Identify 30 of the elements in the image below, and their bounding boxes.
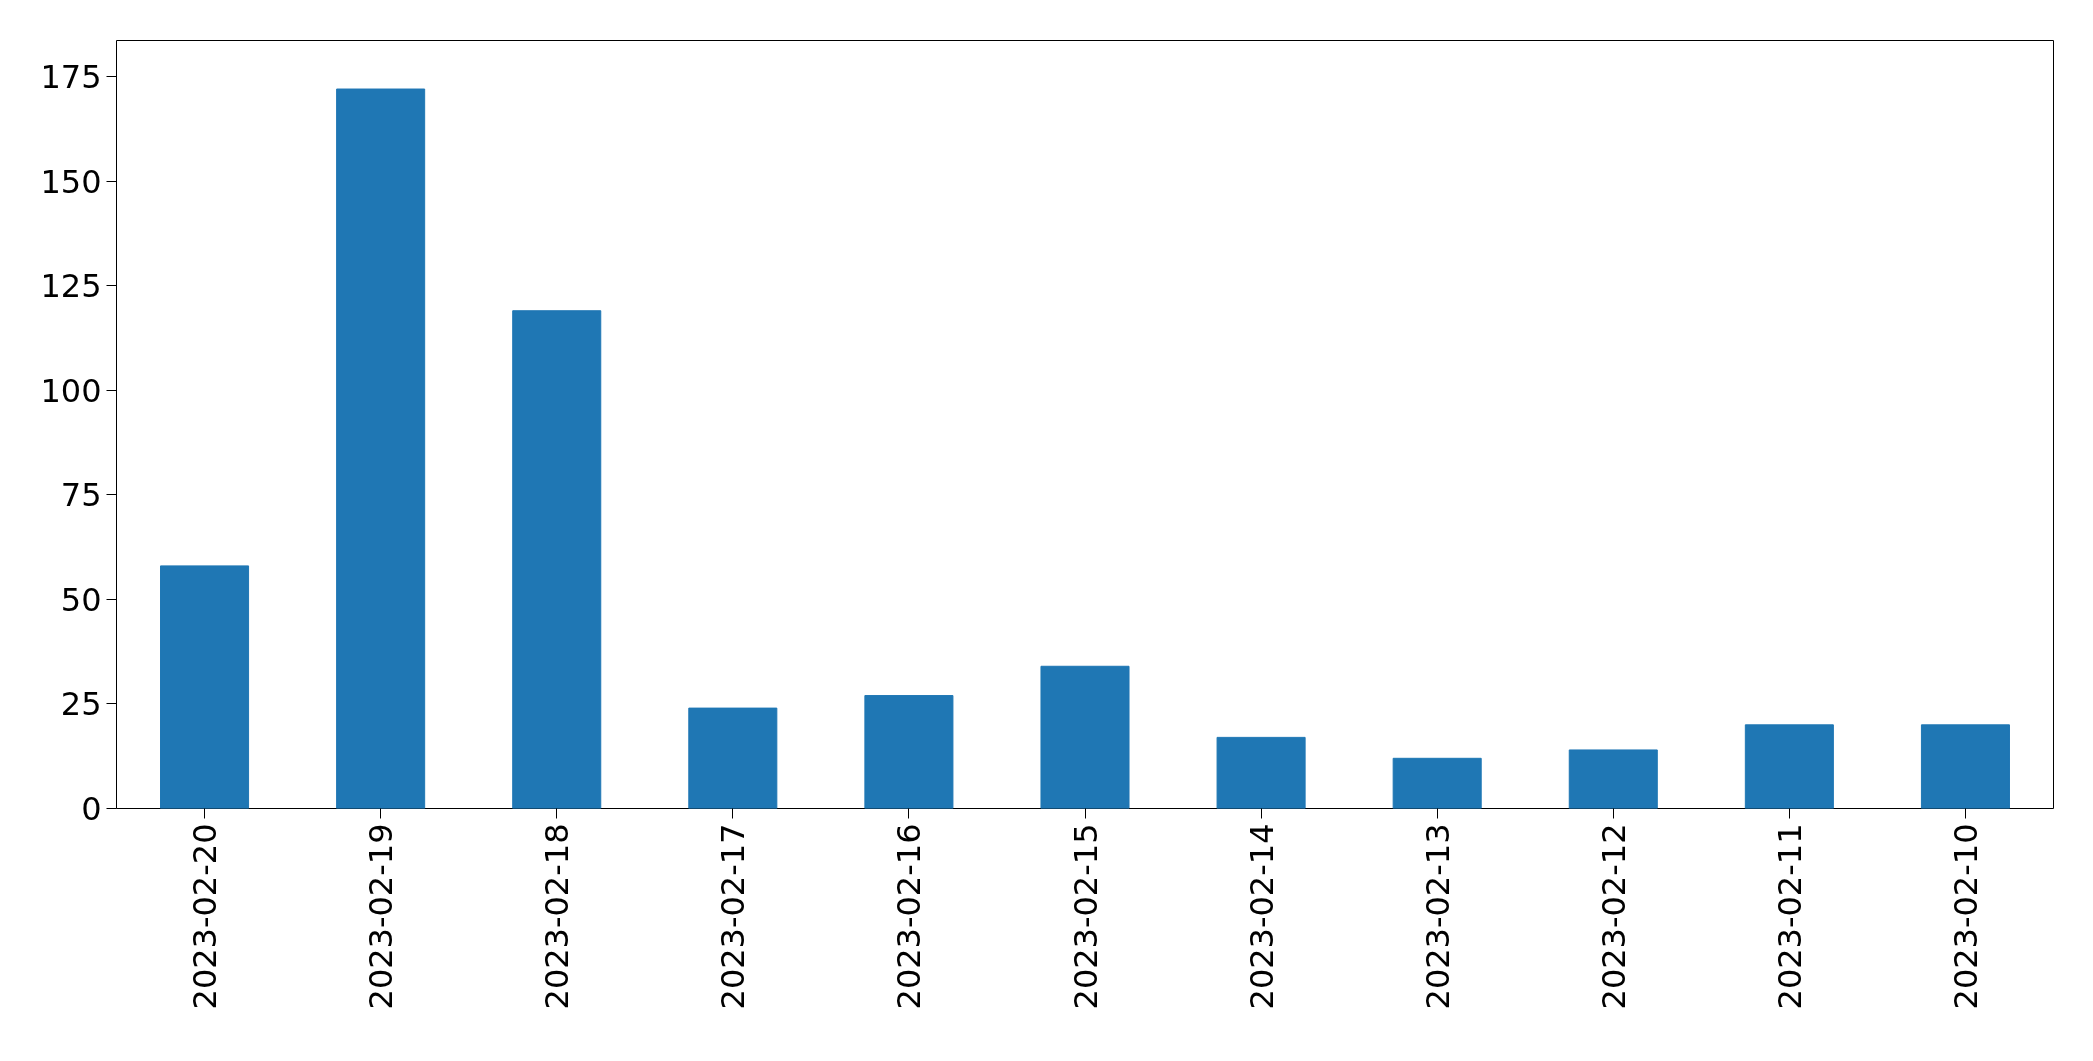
bar — [1744, 724, 1834, 809]
bar — [1920, 724, 2010, 809]
x-tick-label: 2023-02-10 — [1946, 823, 1985, 1010]
y-tick-label: 50 — [60, 580, 102, 619]
x-tick-label: 2023-02-15 — [1066, 823, 1105, 1010]
y-tick-label: 150 — [40, 162, 102, 201]
x-tick-label: 2023-02-11 — [1770, 823, 1809, 1010]
x-tick-label: 2023-02-13 — [1418, 823, 1457, 1010]
bar — [512, 310, 602, 809]
x-tick-label: 2023-02-12 — [1594, 823, 1633, 1010]
y-tick-label: 100 — [40, 371, 102, 410]
y-tick-label: 175 — [40, 57, 102, 96]
x-tick-label: 2023-02-20 — [186, 823, 225, 1010]
bar — [864, 695, 954, 809]
x-tick-label: 2023-02-18 — [538, 823, 577, 1010]
bar — [1392, 757, 1482, 809]
x-tick-label: 2023-02-16 — [890, 823, 929, 1010]
bar — [336, 88, 426, 809]
bar — [1216, 736, 1306, 809]
x-tick-label: 2023-02-19 — [362, 823, 401, 1010]
y-tick-label: 25 — [60, 685, 102, 724]
y-tick-label: 125 — [40, 267, 102, 306]
x-tick-label: 2023-02-14 — [1242, 823, 1281, 1010]
bar — [160, 565, 250, 809]
bar — [1040, 665, 1130, 809]
bar — [1568, 749, 1658, 809]
y-tick-label: 75 — [60, 476, 102, 515]
x-tick-label: 2023-02-17 — [714, 823, 753, 1010]
bar — [688, 707, 778, 809]
y-tick-label: 0 — [81, 790, 102, 828]
